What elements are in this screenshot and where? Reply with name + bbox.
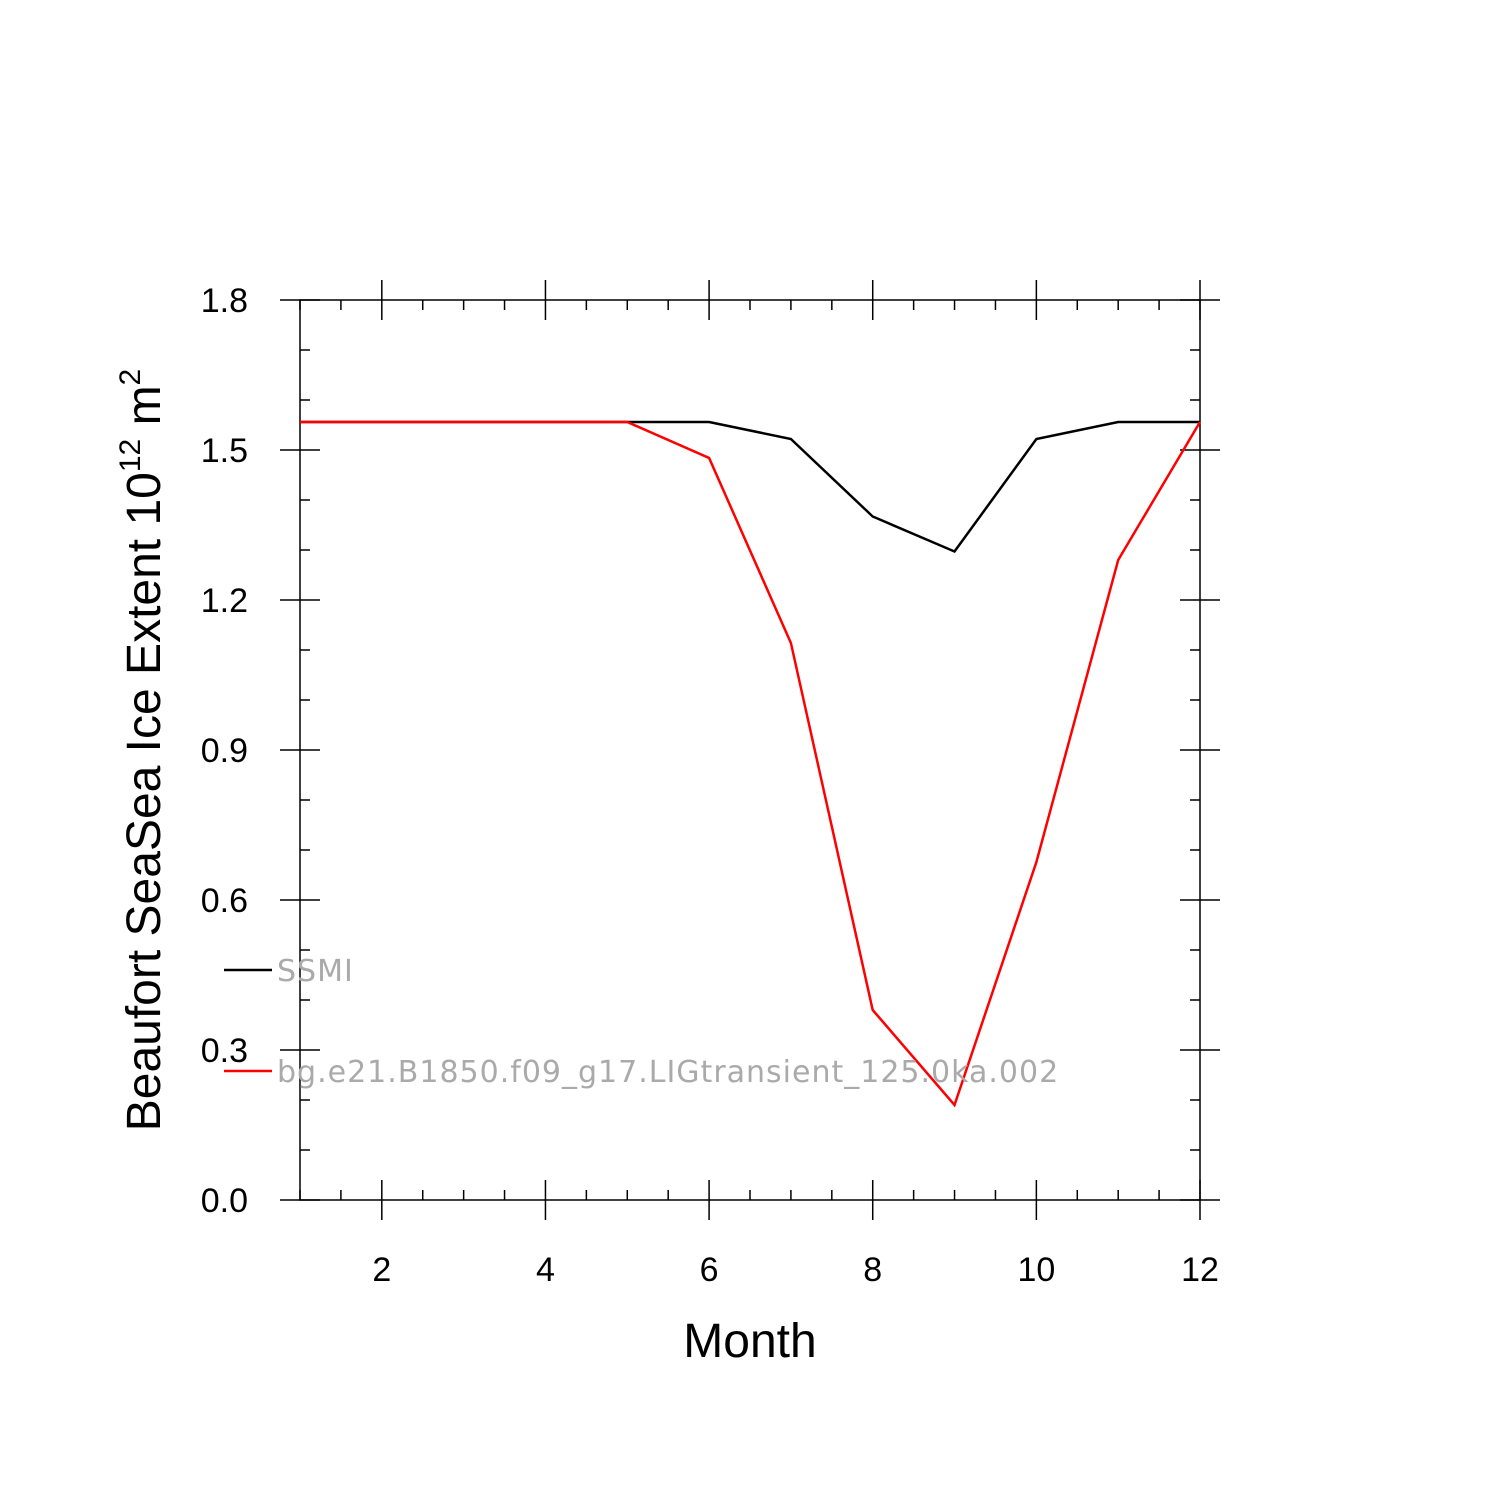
x-tick-labels: 2 4 6 8 10 12 (372, 1251, 1219, 1289)
x-tick-label: 8 (863, 1251, 882, 1289)
x-axis-title: Month (683, 1315, 816, 1368)
legend-label: bg.e21.B1850.f09_g17.LIGtransient_125.0k… (277, 1055, 1059, 1090)
y-tick-label: 1.2 (201, 582, 248, 620)
series-line (300, 420, 1202, 1108)
plot-frame (299, 299, 1201, 1201)
y-tick-labels: 0.0 0.3 0.6 0.9 1.2 1.5 1.8 (201, 282, 248, 1220)
x-tick-label: 4 (536, 1251, 555, 1289)
x-tick-label: 2 (372, 1251, 391, 1289)
series-line (300, 420, 1200, 554)
y-axis-title-exponent-2: 2 (114, 369, 147, 386)
y-tick-label: 1.5 (201, 432, 248, 470)
y-axis-title-unit: m (118, 385, 171, 438)
legend: SSMI bg.e21.B1850.f09_g17.LIGtransient_12… (224, 954, 1059, 1090)
y-tick-label: 0.9 (201, 732, 248, 770)
y-tick-label: 1.8 (201, 282, 248, 320)
y-tick-label: 0.0 (201, 1182, 248, 1220)
y-tick-label: 0.3 (201, 1032, 248, 1070)
series-lines (300, 420, 1202, 1108)
legend-label: SSMI (277, 954, 354, 989)
y-axis-title-prefix: Beaufort SeaSea Ice Extent 10 (118, 472, 171, 1131)
x-tick-label: 6 (700, 1251, 719, 1289)
y-tick-label: 0.6 (201, 882, 248, 920)
y-axis-title: Beaufort SeaSea Ice Extent 1012 m2 (114, 369, 171, 1132)
x-tick-label: 10 (1017, 1251, 1055, 1289)
y-axis-title-exponent-1: 12 (114, 439, 147, 472)
x-tick-label: 12 (1181, 1251, 1219, 1289)
